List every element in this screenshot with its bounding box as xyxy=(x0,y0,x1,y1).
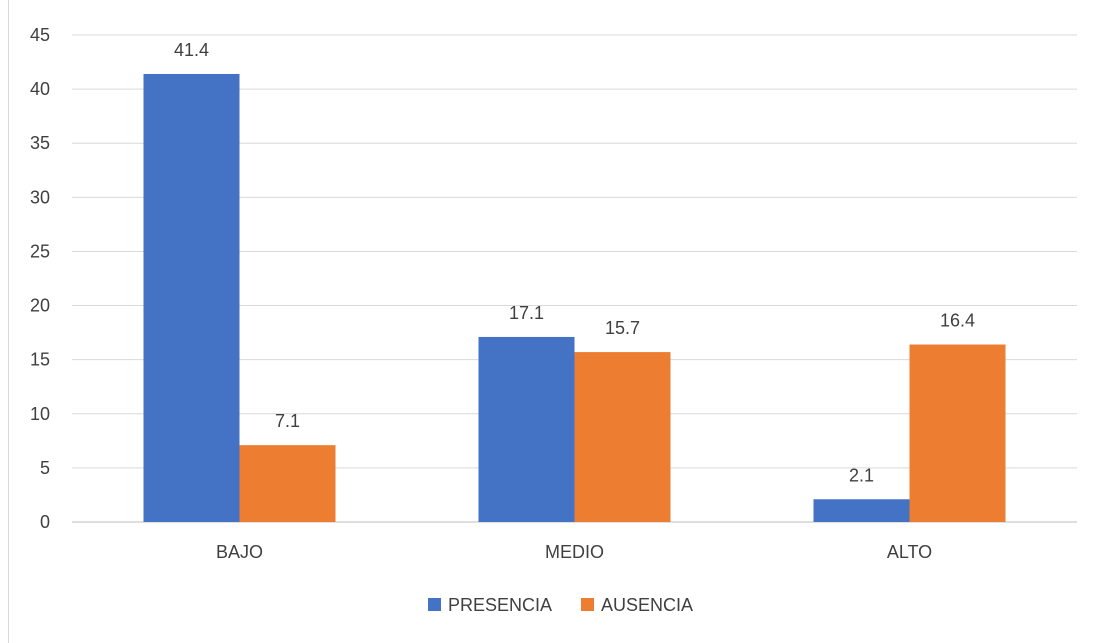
y-tick-label: 40 xyxy=(30,79,50,99)
bar-presencia-alto xyxy=(813,499,910,522)
bar-presencia-medio xyxy=(478,336,575,522)
bar-ausencia-alto xyxy=(909,344,1006,522)
legend: PRESENCIA AUSENCIA xyxy=(428,595,693,615)
legend-label: PRESENCIA xyxy=(448,595,552,615)
y-tick-label: 5 xyxy=(40,458,50,478)
data-label: 7.1 xyxy=(275,411,300,431)
data-label: 17.1 xyxy=(509,303,544,323)
y-tick-label: 15 xyxy=(30,350,50,370)
y-tick-label: 20 xyxy=(30,296,50,316)
legend-swatch-ausencia xyxy=(581,598,594,611)
data-label: 16.4 xyxy=(940,311,975,331)
x-category-label: MEDIO xyxy=(545,542,604,562)
data-label: 2.1 xyxy=(849,465,874,485)
bar-ausencia-medio xyxy=(574,352,671,522)
y-tick-label: 30 xyxy=(30,187,50,207)
legend-swatch-presencia xyxy=(428,598,441,611)
x-category-label: ALTO xyxy=(887,542,932,562)
y-tick-label: 10 xyxy=(30,404,50,424)
data-label: 15.7 xyxy=(605,318,640,338)
y-tick-label: 45 xyxy=(30,25,50,45)
x-axis-category-labels: BAJO MEDIO ALTO xyxy=(216,542,932,562)
x-category-label: BAJO xyxy=(216,542,263,562)
data-label: 41.4 xyxy=(174,40,209,60)
bar-presencia-bajo xyxy=(143,73,240,523)
y-axis-tick-labels: 0 5 10 15 20 25 30 35 40 45 xyxy=(30,25,50,532)
legend-label: AUSENCIA xyxy=(601,595,693,615)
y-tick-label: 25 xyxy=(30,241,50,261)
chart-frame xyxy=(8,0,1097,643)
bars xyxy=(143,73,1006,523)
bar-ausencia-bajo xyxy=(239,445,336,522)
y-tick-label: 0 xyxy=(40,512,50,532)
y-tick-label: 35 xyxy=(30,133,50,153)
data-labels: 41.4 17.1 2.1 7.1 15.7 16.4 xyxy=(174,40,975,485)
